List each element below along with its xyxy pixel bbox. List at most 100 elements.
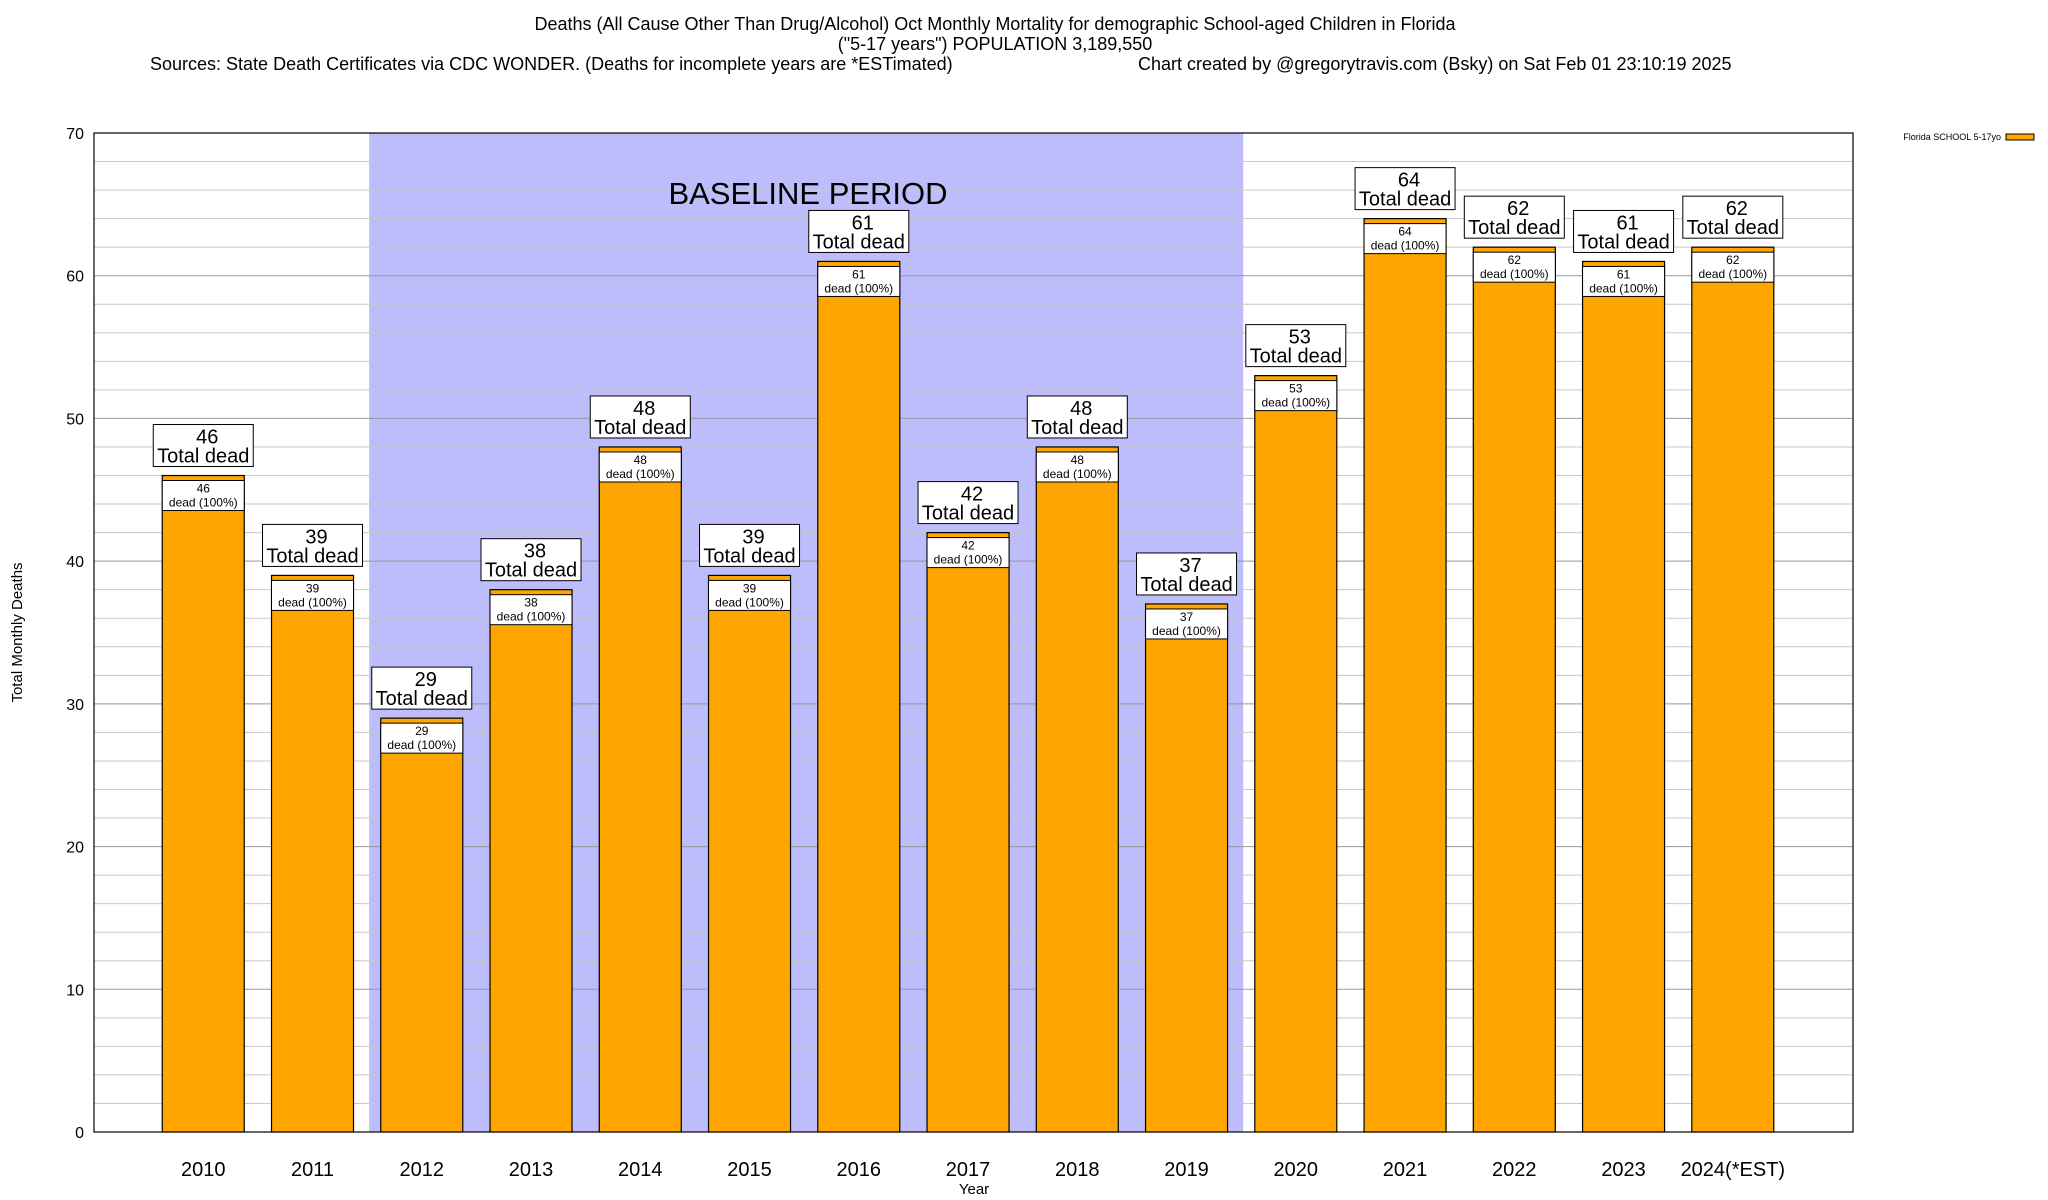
x-tick-label: 2024(*EST) [1681,1159,1786,1181]
bar-inner-label: dead (100%) [387,738,456,752]
bar-inner-label: dead (100%) [497,610,566,624]
total-value: 46 [196,427,218,449]
total-value: 53 [1289,327,1311,349]
x-tick-label: 2012 [400,1159,445,1181]
bar-inner-label-box [708,579,792,611]
bar-inner-label-box [271,579,355,611]
total-value: 62 [1507,198,1529,220]
bar [598,446,682,1133]
bar-inner-label-box [1035,451,1119,483]
x-axis-label: Year [959,1181,989,1198]
bar-inner-label: dead (100%) [1043,467,1112,481]
total-label-box [480,538,582,582]
total-label-box [1245,324,1347,368]
total-label: Total dead [376,688,468,710]
x-tick-label: 2021 [1383,1159,1428,1181]
total-label-box [1573,209,1675,253]
bar-inner-value: 62 [1726,253,1740,267]
bar-inner-value: 38 [524,596,538,610]
bar-inner-value: 61 [1617,267,1631,281]
bar-inner-value: 64 [1398,225,1412,239]
bar-inner-label-box [926,537,1010,569]
bar-inner-value: 61 [852,267,866,281]
total-value: 61 [1616,212,1638,234]
total-value: 42 [961,484,983,506]
total-label: Total dead [703,545,795,567]
bar [1472,246,1556,1133]
total-label-box [152,424,254,468]
bar-inner-value: 37 [1180,610,1194,624]
total-label-box [1136,552,1238,596]
total-value: 38 [524,541,546,563]
bar-inner-label: dead (100%) [934,553,1003,567]
total-label: Total dead [1250,346,1342,368]
bar-inner-label: dead (100%) [1698,267,1767,281]
chart-title: Deaths (All Cause Other Than Drug/Alcoho… [534,14,1456,34]
total-label: Total dead [1359,189,1451,211]
bar-inner-label: dead (100%) [1261,396,1330,410]
x-tick-label: 2015 [727,1159,772,1181]
bar-inner-label-box [161,480,245,512]
bar-inner-label: dead (100%) [824,281,893,295]
bar-inner-value: 48 [634,453,648,467]
bar [161,474,245,1133]
total-label: Total dead [1468,217,1560,239]
bar-inner-label-box [1363,223,1447,255]
bar-inner-label: dead (100%) [1152,624,1221,638]
x-tick-label: 2010 [181,1159,226,1181]
total-label: Total dead [1687,217,1779,239]
bar-inner-label: dead (100%) [1371,239,1440,253]
bar-inner-label-box [1254,380,1338,412]
bar [1581,260,1666,1133]
bar-inner-label-box [1472,251,1556,283]
bar-inner-label: dead (100%) [169,496,238,510]
total-value: 29 [415,669,437,691]
bar-inner-value: 29 [415,724,429,738]
total-value: 61 [852,212,874,234]
chart-subtitle: ("5-17 years") POPULATION 3,189,550 [837,34,1153,54]
x-tick-label: 2016 [837,1159,882,1181]
y-tick-label: 30 [66,697,84,714]
baseline-label: BASELINE PERIOD [668,176,947,211]
total-value: 48 [1070,398,1092,420]
total-value: 37 [1179,555,1201,577]
total-label-box [1354,167,1456,211]
bar [1254,375,1338,1133]
bar [380,717,464,1133]
total-value: 64 [1398,170,1420,192]
total-value: 62 [1726,198,1748,220]
bar [1035,446,1119,1133]
bar-inner-value: 39 [743,581,757,595]
legend-label: Florida SCHOOL 5-17yo [1903,132,2001,142]
total-value: 48 [633,398,655,420]
bar-inner-value: 53 [1289,382,1303,396]
bar [707,574,792,1133]
x-tick-label: 2023 [1601,1159,1646,1181]
total-label-box [1026,395,1128,439]
bar [489,589,573,1133]
y-tick-label: 50 [66,411,84,428]
bar-inner-label-box [489,594,573,626]
total-label: Total dead [1031,417,1123,439]
bar-inner-value: 42 [961,539,975,553]
bar-inner-label-box [1582,265,1666,297]
y-tick-label: 60 [66,269,84,286]
bar-inner-label: dead (100%) [715,595,784,609]
bar-inner-label: dead (100%) [606,467,675,481]
bar [270,574,355,1133]
total-label-box [699,523,801,567]
total-label: Total dead [157,446,249,468]
bar-inner-label-box [1691,251,1775,283]
total-label: Total dead [594,417,686,439]
x-tick-label: 2019 [1164,1159,1209,1181]
bar [817,260,901,1133]
bar-inner-label: dead (100%) [1480,267,1549,281]
x-tick-label: 2013 [509,1159,554,1181]
total-label-box [808,209,910,253]
chart-sources: Sources: State Death Certificates via CD… [150,54,953,74]
bar-inner-value: 39 [306,581,320,595]
bar-inner-value: 48 [1071,453,1085,467]
x-tick-label: 2018 [1055,1159,1100,1181]
chart-credit: Chart created by @gregorytravis.com (Bsk… [1138,54,1732,74]
